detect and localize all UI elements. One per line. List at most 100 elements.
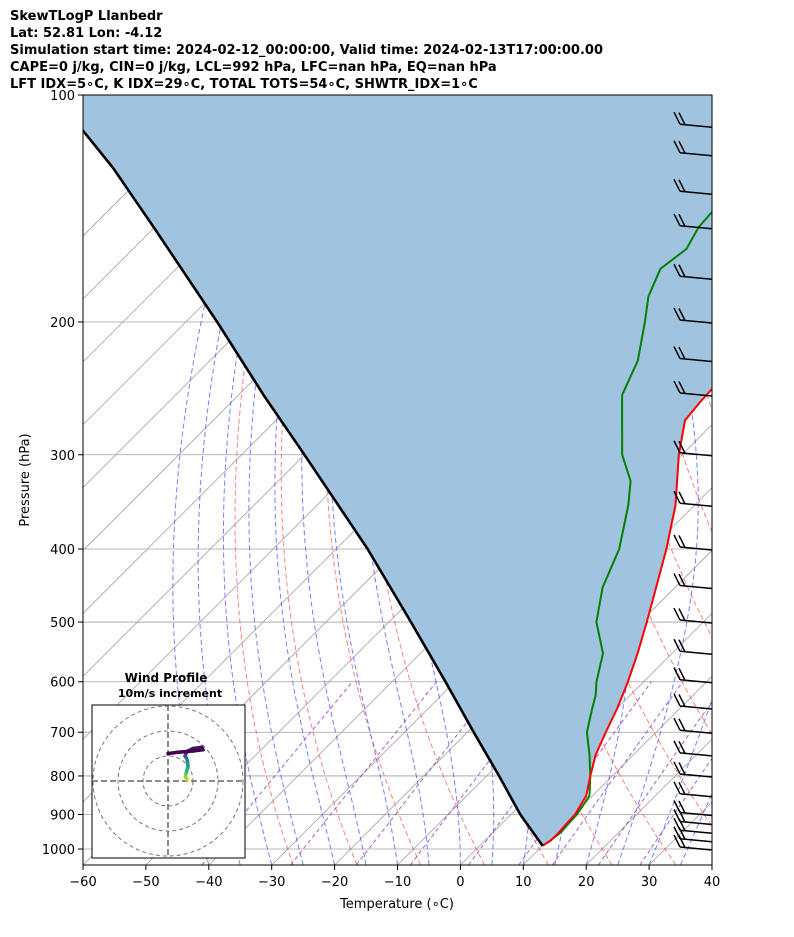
barb-flag: [673, 440, 681, 454]
x-tick-label: −30: [258, 875, 285, 890]
barb-flag: [678, 781, 686, 795]
barb-staff: [679, 452, 713, 457]
hodograph-segment: [166, 750, 180, 756]
hodograph-subtitle: 10m/s increment: [118, 687, 222, 700]
barb-flag: [678, 213, 686, 227]
y-axis-label: Pressure (hPa): [18, 433, 33, 526]
barb-staff: [679, 190, 713, 196]
wind-barb: [673, 140, 713, 157]
moist-adiabat: [172, 95, 266, 865]
cape-line: CAPE=0 j/kg, CIN=0 j/kg, LCL=992 hPa, LF…: [10, 60, 497, 75]
dry-adiabat: [662, 95, 712, 413]
barb-flag: [673, 607, 681, 621]
chart-header: SkewTLogP Llanbedr Lat: 52.81 Lon: -4.12…: [10, 8, 603, 93]
mixing-ratio-line: [290, 681, 437, 865]
y-tick-label: 200: [50, 316, 75, 331]
y-tick-label: 900: [50, 809, 75, 824]
barb-flag: [673, 307, 681, 321]
hodograph-title: Wind Profile: [125, 671, 208, 685]
dry-adiabat: [367, 95, 485, 865]
moist-adiabat: [197, 95, 283, 865]
wind-barb: [673, 111, 713, 128]
barb-staff: [679, 319, 713, 324]
hodograph-segment: [176, 749, 195, 754]
barb-flag: [678, 800, 686, 814]
moist-adiabat: [222, 95, 300, 865]
x-tick-label: −60: [69, 875, 96, 890]
wind-barb: [673, 380, 713, 397]
barb-staff: [679, 811, 713, 817]
isotherm-line: [523, 675, 712, 865]
barb-flag: [673, 826, 681, 840]
barb-staff: [679, 829, 713, 834]
barb-flag: [678, 762, 686, 775]
parcel-line: [83, 128, 544, 847]
barb-staff: [679, 837, 713, 843]
barb-flag: [673, 638, 681, 652]
barb-staff: [679, 820, 713, 826]
wind-barb: [673, 761, 713, 778]
profiles: [83, 128, 712, 847]
barb-flag: [673, 490, 681, 504]
wind-barbs: [673, 111, 713, 851]
barb-flag: [673, 667, 681, 681]
barb-flag: [673, 346, 681, 359]
y-tick-label: 600: [50, 676, 75, 691]
barb-staff: [679, 584, 713, 590]
x-tick-label: 30: [641, 875, 658, 890]
barb-flag: [678, 381, 686, 394]
y-tick-label: 500: [50, 616, 75, 631]
wind-barb: [673, 440, 713, 457]
barb-flag: [673, 178, 681, 192]
x-tick-label: −20: [321, 875, 348, 890]
isotherm-line: [775, 95, 794, 865]
barb-flag: [673, 717, 681, 731]
mixing-ratio-line: [518, 681, 652, 865]
barb-flag: [678, 694, 686, 707]
moist-adiabat: [648, 698, 712, 865]
wind-barb: [673, 667, 713, 684]
barb-flag: [678, 718, 686, 732]
barb-staff: [679, 705, 713, 710]
moist-adiabat: [711, 863, 712, 865]
y-tick-label: 300: [50, 449, 75, 464]
dry-adiabat: [280, 95, 358, 865]
barb-flag: [673, 573, 681, 586]
barb-flag: [678, 667, 686, 681]
hodograph-inset: Wind Profile 10m/s increment: [91, 671, 246, 859]
y-axis: 100 200 300 400 500 600 700 800 900 1000: [42, 89, 83, 858]
barb-staff: [679, 619, 713, 624]
wind-barb: [673, 263, 713, 281]
barb-staff: [679, 773, 713, 778]
barb-flag: [673, 800, 681, 813]
barb-staff: [679, 392, 713, 397]
barb-flag: [678, 140, 686, 154]
x-tick-label: 10: [515, 875, 532, 890]
barb-flag: [673, 111, 681, 125]
barb-staff: [679, 357, 713, 363]
barb-flag: [678, 639, 686, 653]
dry-adiabat: [234, 95, 305, 865]
barb-flag: [673, 809, 681, 822]
barb-flag: [678, 573, 686, 587]
moist-adiabat: [617, 95, 699, 865]
moist-adiabat: [248, 95, 318, 865]
barb-flag: [673, 834, 681, 848]
y-tick-label: 1000: [42, 843, 75, 858]
barb-flag: [678, 346, 686, 360]
barb-flag: [673, 213, 681, 227]
barb-staff: [679, 729, 713, 734]
wind-barb: [673, 307, 713, 324]
wind-barb: [673, 781, 713, 798]
y-tick-label: 400: [50, 543, 75, 558]
x-tick-label: 40: [704, 875, 721, 890]
barb-flag: [678, 740, 686, 754]
wind-barb: [673, 346, 713, 363]
y-tick-label: 700: [50, 726, 75, 741]
barb-flag: [673, 817, 681, 831]
wind-barb: [673, 717, 713, 734]
wind-barb: [673, 213, 713, 230]
mixing-ratio-line: [597, 700, 712, 865]
cape-shading: [83, 95, 712, 846]
